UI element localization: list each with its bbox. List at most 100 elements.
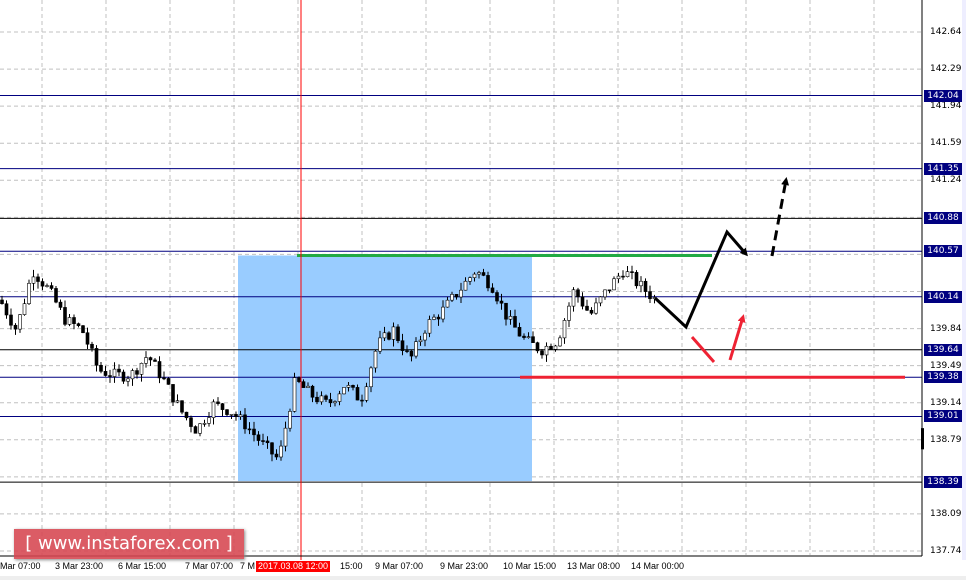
candle-body bbox=[247, 428, 252, 431]
candle-body bbox=[270, 442, 274, 455]
candle-body bbox=[220, 403, 225, 410]
y-tick-label: 142.64 bbox=[930, 27, 962, 37]
candle-body bbox=[234, 414, 238, 417]
candle-body bbox=[508, 316, 513, 320]
candle-body bbox=[450, 294, 454, 301]
bearish-arrow bbox=[690, 336, 716, 363]
candle-body bbox=[4, 303, 9, 316]
candle-body bbox=[148, 357, 153, 361]
x-tick-label: 7 Mar 07:00 bbox=[185, 561, 234, 571]
candle-body bbox=[576, 289, 580, 298]
candle-body bbox=[184, 411, 189, 419]
candle-body bbox=[621, 275, 625, 278]
x-tick-label: 9 Mar 23:00 bbox=[440, 561, 489, 571]
candle-body bbox=[364, 386, 369, 401]
candle-body bbox=[351, 385, 355, 388]
candle-body bbox=[391, 326, 396, 340]
candle-body bbox=[319, 395, 324, 403]
candle-body bbox=[504, 302, 508, 320]
candle-body bbox=[490, 287, 495, 293]
candle-body bbox=[76, 323, 81, 326]
candle-body bbox=[630, 271, 634, 273]
candle-body bbox=[162, 377, 166, 380]
candle-body bbox=[436, 316, 441, 320]
candle-body bbox=[481, 272, 486, 276]
candle-body bbox=[589, 309, 594, 314]
candle-body bbox=[0, 299, 4, 305]
y-tick-label: 141.59 bbox=[930, 138, 962, 149]
y-tick-label: 141.94 bbox=[930, 101, 962, 112]
candle-body bbox=[189, 417, 193, 427]
candle-body bbox=[409, 350, 414, 357]
candle-body bbox=[634, 272, 639, 287]
candle-body bbox=[252, 428, 256, 436]
x-tick-label: Mar 07:00 bbox=[0, 561, 41, 571]
candle-body bbox=[202, 422, 207, 425]
candle-body bbox=[306, 385, 310, 388]
candle-body bbox=[612, 278, 616, 291]
candle-body bbox=[144, 357, 148, 364]
candle-body bbox=[175, 400, 180, 403]
level-price-label: 142.04 bbox=[924, 89, 962, 102]
candle-body bbox=[180, 400, 184, 413]
candle-body bbox=[54, 288, 58, 303]
candle-body bbox=[58, 301, 63, 308]
candle-body bbox=[324, 395, 328, 400]
candle-body bbox=[625, 271, 630, 278]
level-price-label: 139.01 bbox=[924, 410, 962, 423]
candle-body bbox=[171, 384, 175, 403]
level-price-label: 139.64 bbox=[924, 343, 962, 356]
candle-body bbox=[157, 361, 162, 379]
candle-body bbox=[580, 296, 585, 307]
candle-body bbox=[463, 280, 468, 291]
candle-body bbox=[454, 294, 459, 298]
candle-body bbox=[108, 375, 112, 377]
candle-body bbox=[477, 272, 481, 275]
candle-body bbox=[486, 275, 490, 289]
candle-body bbox=[301, 381, 306, 388]
candle-body bbox=[585, 305, 589, 311]
candle-body bbox=[643, 280, 648, 292]
candle-body bbox=[288, 411, 292, 429]
candle-body bbox=[598, 296, 603, 304]
candle-body bbox=[9, 314, 13, 326]
level-price-label: 140.57 bbox=[924, 245, 962, 258]
candle-body bbox=[540, 350, 544, 356]
candle-body bbox=[22, 303, 27, 315]
candle-body bbox=[544, 345, 549, 356]
candle-body bbox=[607, 289, 612, 292]
candle-body bbox=[441, 306, 445, 320]
candle-body bbox=[535, 342, 540, 352]
candle-body bbox=[40, 281, 45, 287]
candle-body bbox=[27, 282, 31, 305]
candle-body bbox=[337, 393, 342, 402]
candle-body bbox=[594, 302, 598, 314]
candle-body bbox=[49, 285, 54, 289]
crosshair-time-label: 2017.03.08 12:00 bbox=[256, 561, 331, 572]
candle-body bbox=[126, 378, 130, 382]
candle-body bbox=[526, 336, 531, 338]
candle-body bbox=[328, 399, 333, 404]
candle-body bbox=[193, 426, 198, 434]
candle-body bbox=[382, 332, 387, 339]
candle-body bbox=[346, 385, 351, 388]
candle-body bbox=[423, 332, 427, 341]
candle-body bbox=[216, 401, 220, 404]
candle-body bbox=[333, 401, 337, 404]
candle-body bbox=[373, 350, 378, 369]
candle-body bbox=[432, 316, 436, 320]
candle-body bbox=[549, 345, 553, 350]
candle-body bbox=[198, 423, 202, 434]
candle-body bbox=[310, 385, 315, 398]
y-tick-label: 138.09 bbox=[930, 508, 962, 519]
candle-body bbox=[648, 291, 652, 300]
candle-body bbox=[553, 345, 558, 350]
candle-body bbox=[414, 341, 418, 357]
level-price-label: 140.14 bbox=[924, 290, 962, 303]
candle-body bbox=[117, 368, 121, 373]
scrollbar[interactable] bbox=[962, 0, 966, 560]
candle-body bbox=[427, 319, 432, 334]
y-tick-label: 137.74 bbox=[930, 546, 962, 556]
candle-body bbox=[468, 277, 472, 282]
